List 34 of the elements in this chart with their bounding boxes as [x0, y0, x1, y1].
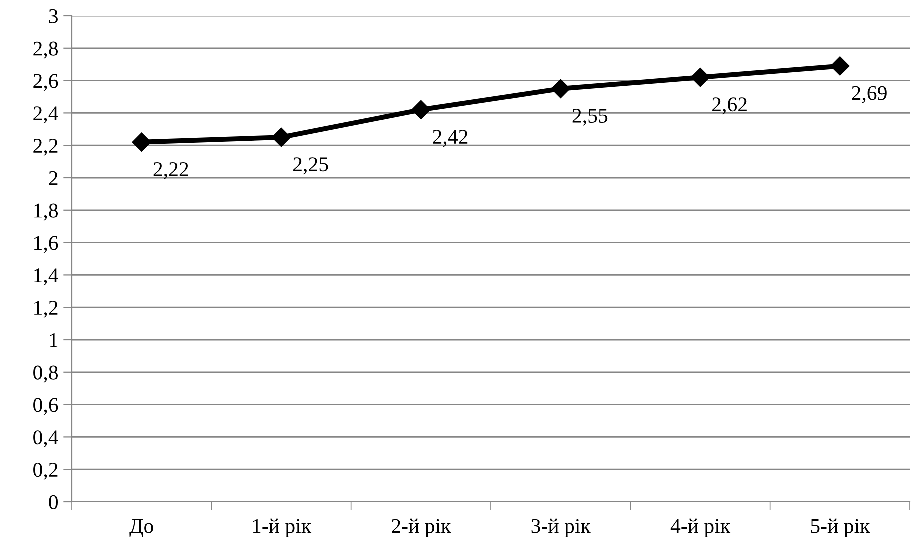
x-tick-label: 1-й рік [253, 518, 312, 538]
y-tick-label: 0,8 [34, 366, 58, 383]
data-label: 2,69 [852, 86, 887, 104]
y-tick-label: 2,2 [34, 139, 58, 156]
y-tick-label: 0,6 [34, 398, 58, 416]
y-tick-label: 1,8 [34, 204, 58, 221]
point [830, 56, 850, 76]
point [132, 132, 152, 152]
x-tick-label: 3-й рік [532, 518, 591, 538]
point [551, 79, 570, 98]
y-tick-label: 3 [49, 9, 58, 24]
x-tick-label: 4-й рік [670, 518, 731, 538]
y-tick-label: 0 [49, 495, 58, 510]
x-tick-label: 5-й рік [811, 518, 870, 538]
point [690, 68, 710, 88]
y-tick-label: 0,2 [34, 462, 58, 480]
y-tick-label: 2 [49, 171, 58, 186]
x-tick-label: 2-й рік [392, 518, 452, 538]
y-tick-label: 1,6 [34, 236, 58, 254]
x-tick-label: До [130, 519, 154, 538]
data-label: 2,22 [154, 162, 188, 180]
y-tick-label: 1,2 [34, 301, 58, 318]
y-tick-label: 0,4 [34, 430, 58, 448]
y-tick-label: 2,6 [34, 74, 58, 92]
point [272, 128, 292, 148]
point [412, 100, 431, 120]
data-label: 2,62 [712, 98, 747, 115]
y-tick-label: 1 [50, 333, 58, 348]
y-tick-label: 2,4 [34, 106, 58, 124]
data-label: 2,25 [294, 158, 328, 175]
y-tick-label: 2,8 [34, 42, 58, 59]
data-label: 2,55 [572, 109, 608, 126]
y-tick-label: 1,4 [34, 268, 58, 286]
data-label: 2,42 [433, 130, 468, 148]
